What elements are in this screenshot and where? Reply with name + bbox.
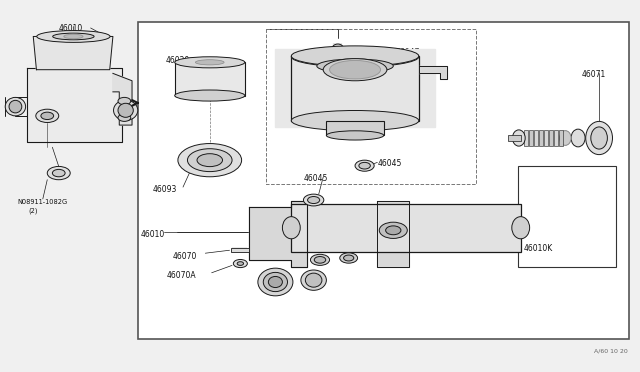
Polygon shape	[113, 73, 132, 125]
Polygon shape	[33, 36, 113, 70]
Bar	[175, 62, 245, 96]
Bar	[508, 135, 521, 141]
Ellipse shape	[332, 44, 344, 53]
Ellipse shape	[197, 154, 223, 167]
Ellipse shape	[317, 59, 394, 73]
Polygon shape	[248, 201, 307, 267]
Ellipse shape	[118, 103, 133, 117]
Ellipse shape	[323, 59, 387, 81]
Ellipse shape	[344, 255, 354, 261]
Ellipse shape	[301, 270, 326, 290]
Text: N08911-1082G: N08911-1082G	[17, 199, 67, 205]
Text: 46010: 46010	[59, 24, 83, 33]
Text: A/60 10 20: A/60 10 20	[594, 349, 628, 353]
Text: 46093: 46093	[153, 185, 177, 194]
Bar	[266, 29, 476, 184]
Ellipse shape	[512, 217, 530, 239]
Text: 46010K: 46010K	[524, 244, 553, 253]
Ellipse shape	[64, 34, 83, 39]
Circle shape	[118, 114, 131, 121]
Ellipse shape	[9, 100, 22, 113]
Bar	[291, 204, 521, 252]
Bar	[534, 130, 538, 146]
Text: 46090: 46090	[300, 90, 324, 99]
Text: 46071: 46071	[581, 70, 605, 79]
Ellipse shape	[258, 268, 293, 296]
Circle shape	[386, 226, 401, 235]
Text: 46020: 46020	[166, 56, 190, 65]
Ellipse shape	[303, 194, 324, 206]
Ellipse shape	[5, 97, 26, 116]
Text: (2): (2)	[28, 208, 38, 214]
Bar	[549, 130, 554, 146]
Ellipse shape	[52, 33, 94, 40]
Ellipse shape	[308, 196, 320, 203]
Circle shape	[47, 166, 70, 180]
Ellipse shape	[340, 253, 358, 263]
Circle shape	[52, 169, 65, 177]
Ellipse shape	[178, 144, 242, 177]
Bar	[231, 248, 248, 253]
Text: 46045: 46045	[304, 174, 328, 183]
Bar	[559, 130, 563, 146]
Bar	[326, 121, 384, 135]
Circle shape	[41, 112, 54, 119]
Bar	[138, 22, 629, 339]
Ellipse shape	[237, 262, 244, 265]
Ellipse shape	[291, 110, 419, 131]
Ellipse shape	[113, 100, 138, 121]
Ellipse shape	[36, 31, 110, 42]
Circle shape	[36, 109, 59, 122]
Text: 46047: 46047	[395, 48, 420, 57]
Polygon shape	[419, 66, 447, 79]
Bar	[554, 130, 558, 146]
Bar	[291, 56, 419, 121]
Ellipse shape	[282, 217, 300, 239]
Ellipse shape	[310, 254, 330, 265]
Ellipse shape	[559, 131, 571, 145]
Ellipse shape	[513, 130, 525, 146]
Polygon shape	[27, 68, 122, 142]
Ellipse shape	[291, 46, 419, 66]
Ellipse shape	[234, 260, 247, 267]
Ellipse shape	[291, 46, 419, 67]
Circle shape	[380, 222, 407, 238]
Ellipse shape	[571, 129, 585, 147]
Ellipse shape	[195, 60, 224, 65]
Bar	[539, 130, 543, 146]
Ellipse shape	[355, 160, 374, 171]
Ellipse shape	[586, 121, 612, 155]
Text: 46070A: 46070A	[167, 271, 196, 280]
Polygon shape	[275, 49, 435, 127]
Polygon shape	[378, 201, 409, 267]
Ellipse shape	[175, 90, 245, 101]
Text: 46070: 46070	[172, 252, 196, 261]
Ellipse shape	[268, 276, 282, 288]
Bar	[518, 166, 616, 267]
Ellipse shape	[359, 162, 371, 169]
Ellipse shape	[591, 127, 607, 149]
Bar	[544, 130, 548, 146]
Bar	[524, 130, 528, 146]
Text: 46010: 46010	[140, 230, 164, 238]
Text: 46045: 46045	[378, 160, 402, 169]
Text: 46048: 46048	[403, 67, 427, 76]
Ellipse shape	[263, 272, 287, 292]
Ellipse shape	[330, 53, 346, 60]
Ellipse shape	[314, 257, 326, 263]
Bar	[529, 130, 533, 146]
Circle shape	[118, 97, 131, 105]
Ellipse shape	[326, 131, 384, 140]
Ellipse shape	[330, 61, 381, 79]
Ellipse shape	[305, 273, 322, 287]
Ellipse shape	[188, 149, 232, 171]
Ellipse shape	[175, 57, 245, 68]
